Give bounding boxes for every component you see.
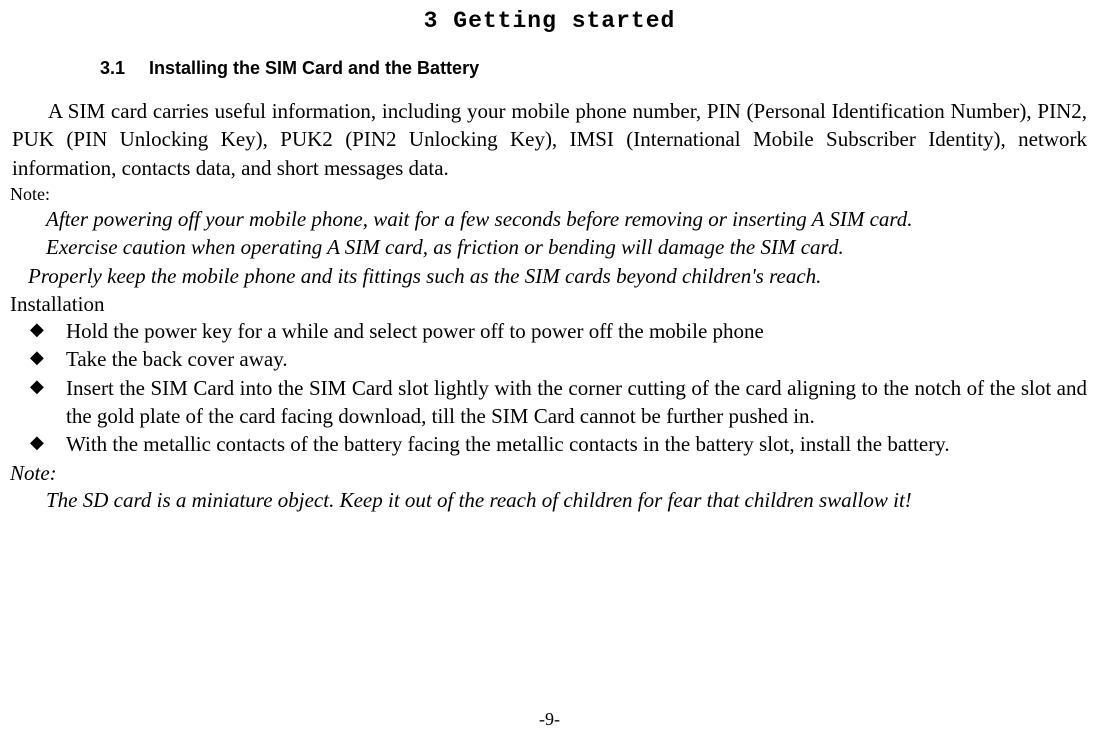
intro-paragraph: A SIM card carries useful information, i… (12, 97, 1087, 182)
note2-label: Note: (10, 461, 1089, 486)
note-line-1: After powering off your mobile phone, wa… (46, 205, 1089, 233)
list-item: With the metallic contacts of the batter… (12, 430, 1087, 458)
note-label: Note: (10, 184, 1089, 205)
list-item: Hold the power key for a while and selec… (12, 317, 1087, 345)
note-line-3: Properly keep the mobile phone and its f… (28, 262, 1089, 290)
section-heading: 3.1 Installing the SIM Card and the Batte… (100, 58, 1089, 79)
note2-text: The SD card is a miniature object. Keep … (46, 486, 1089, 514)
page-number: -9- (0, 709, 1099, 730)
section-title: Installing the SIM Card and the Battery (149, 58, 479, 78)
installation-steps: Hold the power key for a while and selec… (12, 317, 1087, 459)
chapter-title: 3 Getting started (10, 8, 1089, 34)
section-number: 3.1 (100, 58, 125, 79)
installation-label: Installation (10, 292, 1089, 317)
note-line-2: Exercise caution when operating A SIM ca… (46, 233, 1089, 261)
list-item: Insert the SIM Card into the SIM Card sl… (12, 374, 1087, 431)
list-item: Take the back cover away. (12, 345, 1087, 373)
